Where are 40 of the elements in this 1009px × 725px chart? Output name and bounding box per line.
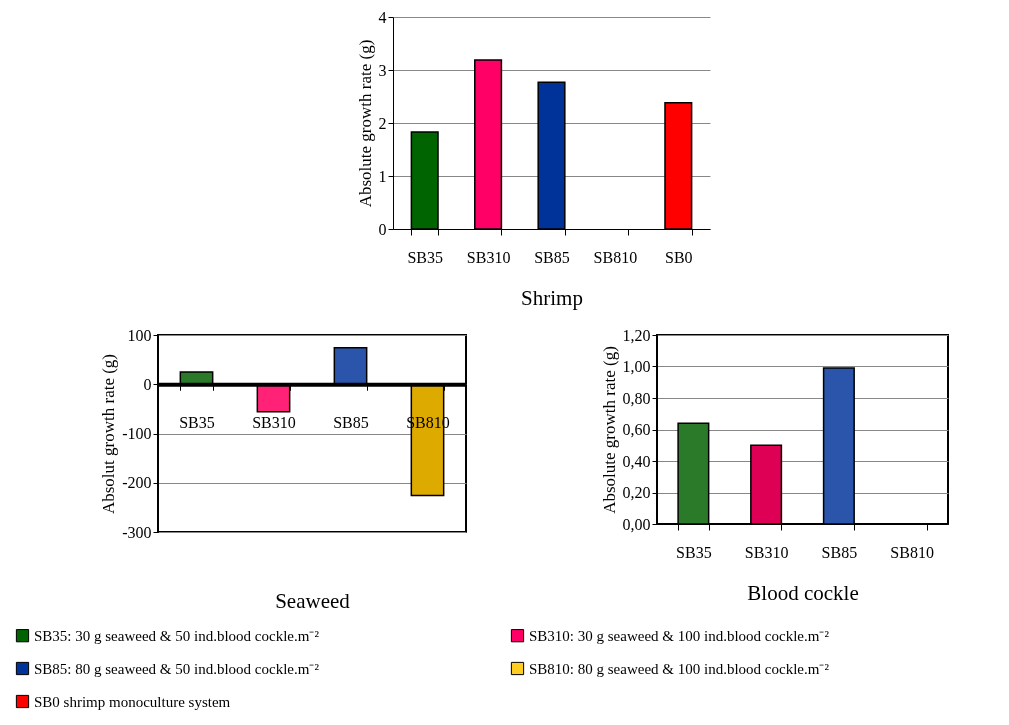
y-tick-label: 1,00	[622, 358, 651, 375]
y-axis-title: Absolute growth rate (g)	[599, 346, 619, 514]
x-tick-label: SB810	[890, 543, 934, 561]
y-axis-title: Absolute growth rate (g)	[355, 39, 375, 208]
x-tick-label: SB85	[821, 543, 858, 561]
y-tick-label: 3	[378, 61, 387, 79]
y-tick-label: 1,20	[622, 326, 651, 344]
legend-label: SB35: 30 g seaweed & 50 ind.blood cockle.m⁻²	[34, 627, 320, 644]
y-tick-label: 4	[378, 8, 387, 26]
legend-label: SB85: 80 g seaweed & 50 ind.blood cockle.m⁻²	[34, 660, 320, 677]
y-tick-label: -300	[122, 523, 152, 541]
x-axis-title: Seaweed	[275, 588, 351, 613]
x-tick-label: SB35	[676, 543, 712, 561]
y-tick-label: -200	[122, 474, 152, 492]
y-tick-label: 1	[378, 167, 387, 185]
y-tick-label: 0,20	[622, 484, 651, 501]
y-axis-title: Absolut growth rate (g)	[99, 353, 119, 515]
x-tick-label: SB310	[252, 413, 296, 431]
x-tick-label: SB85	[333, 413, 369, 431]
y-tick-label: 100	[127, 326, 152, 344]
y-tick-label: 0,40	[622, 452, 651, 470]
legend-label: SB310: 30 g seaweed & 100 ind.blood cockle.m⁻²	[529, 627, 830, 644]
y-tick-label: 0	[378, 220, 387, 238]
x-tick-label: SB310	[466, 248, 511, 266]
y-tick-label: 0,60	[622, 421, 651, 438]
y-tick-label: 0	[143, 375, 152, 393]
y-tick-label: 0,00	[622, 515, 651, 533]
x-tick-label: SB85	[534, 248, 570, 266]
x-tick-label: SB310	[744, 543, 789, 561]
x-tick-label: SB35	[179, 413, 215, 431]
x-tick-label: SB0	[665, 248, 693, 266]
y-tick-label: -100	[122, 425, 152, 442]
x-tick-label: SB35	[407, 248, 443, 266]
x-axis-title: Shrimp	[521, 285, 583, 310]
x-axis-title: Blood cockle	[747, 580, 859, 605]
x-tick-label: SB810	[593, 248, 638, 266]
legend-label: SB810: 80 g seaweed & 100 ind.blood cockle.m⁻²	[529, 660, 830, 677]
y-tick-label: 2	[378, 114, 387, 132]
y-tick-label: 0,80	[622, 389, 651, 407]
legend-label: SB0 shrimp monoculture system	[34, 693, 231, 710]
